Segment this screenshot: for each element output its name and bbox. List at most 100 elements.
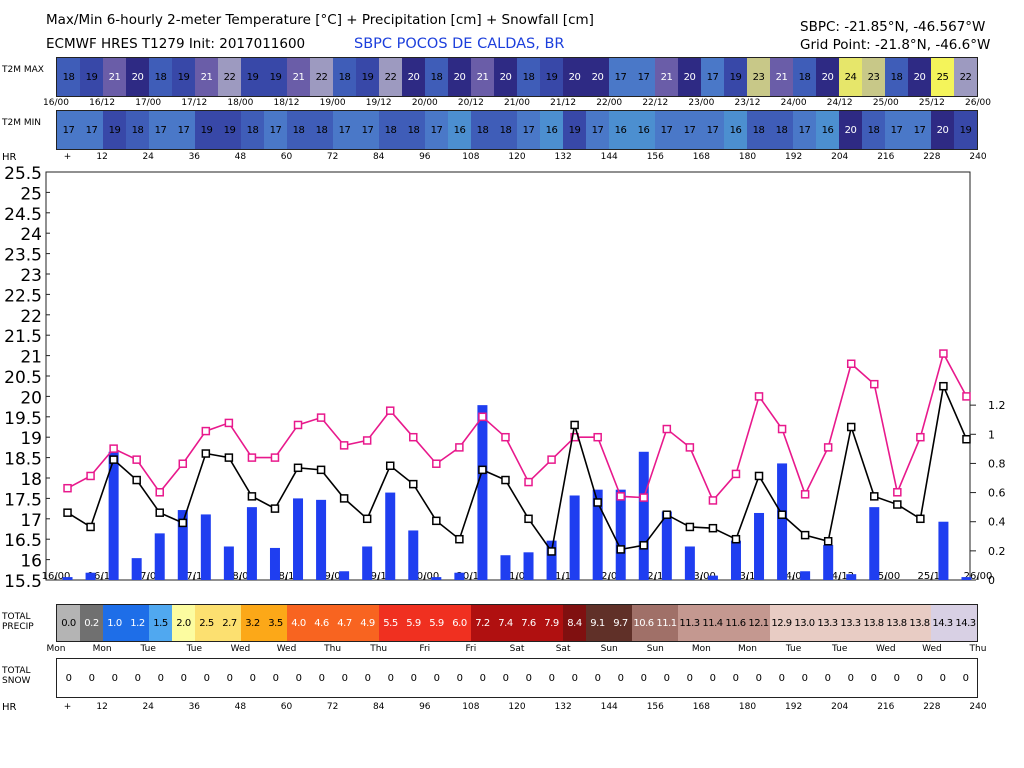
y-tick-label: 23 [20, 266, 42, 286]
min-temp-point [962, 434, 971, 444]
min-temp-point [547, 547, 556, 556]
min-temp-point [846, 422, 856, 432]
total-precip-cell: 14.3 [954, 605, 977, 641]
hour-row-bottom: +12 24 36 48 60 72 84 96 108 120 132 144 156 168 180 19… [0, 702, 1024, 714]
location-name: SBPC POCOS DE CALDAS, BR [354, 36, 565, 52]
max-temp-point [316, 413, 326, 422]
total-precip-cell: 5.9 [425, 605, 448, 641]
hour-tick-label: 108 [462, 152, 480, 162]
day-tick-label: Thu [969, 644, 987, 654]
t2m-min-cell: 17 [678, 111, 701, 149]
total-precip-cell: 13.8 [908, 605, 931, 641]
max-temp-point [86, 471, 95, 481]
t2m-min-cell: 16 [816, 111, 839, 149]
hour-tick-label: 84 [372, 152, 385, 162]
min-temp-point [385, 461, 395, 471]
x-tick-label: 23/12 [733, 571, 762, 582]
t2m-min-cell: 16 [540, 111, 563, 149]
t2m-max-cell: 20 [816, 58, 839, 96]
t2m-max-cell: 18 [333, 58, 356, 96]
date-tick-label: 22/00 [596, 98, 623, 108]
hour-tick-label: 180 [738, 152, 757, 162]
precip-bar [316, 499, 327, 580]
total-snow-cell: 0 [801, 672, 808, 684]
min-temp-point [409, 479, 418, 489]
precip-bar [200, 514, 211, 580]
y-tick-label: 16.5 [4, 531, 42, 551]
total-snow-cell: 0 [893, 672, 900, 684]
y-tick-label: 17.5 [4, 490, 42, 510]
hour-tick-label: 228 [923, 702, 941, 712]
day-tick-label: Sun [600, 644, 618, 654]
t2m-min-cell: 17 [356, 111, 379, 149]
t2m-min-cell: 18 [126, 111, 149, 149]
day-tick-label: Sat [509, 644, 525, 654]
t2m-max-cell: 20 [678, 58, 701, 96]
x-tick-label: 21/00 [503, 571, 532, 582]
t2m-max-cell: 18 [425, 58, 448, 96]
total-precip-cell: 13.0 [793, 605, 816, 641]
total-precip-cell: 4.7 [333, 605, 356, 641]
date-tick-label: 17/00 [135, 98, 162, 108]
hour-tick-label: 96 [419, 702, 431, 712]
total-snow-cell: 0 [732, 672, 739, 684]
t2m-min-cell: 18 [310, 111, 333, 149]
total-precip-strip: 0.0 0.2 1.0 1.2 1.5 2.0 2.5 2.7 3.2 3.5 4.0 4.6 4.7 4… [56, 604, 978, 642]
y-tick-label: 21 [20, 348, 42, 368]
precip-bar [269, 547, 280, 580]
t2m-max-cell: 22 [379, 58, 402, 96]
t2m-max-cell: 21 [770, 58, 793, 96]
max-temp-point [385, 406, 395, 415]
max-temp-point [870, 379, 879, 389]
hour-plus-label: + [63, 702, 72, 712]
temperature-precip-chart: 15.51616.51717.51818.51919.52020.52121.5… [4, 164, 1006, 590]
total-precip-cell: 7.4 [494, 605, 517, 641]
total-snow-cell: 0 [663, 672, 670, 684]
day-tick-label: Wed [922, 644, 942, 654]
t2m-max-cell: 18 [149, 58, 172, 96]
hour-plus-label: + [63, 152, 72, 162]
total-snow-cell: 0 [157, 672, 164, 684]
total-snow-cell: 0 [870, 672, 877, 684]
t2m-min-cell: 17 [908, 111, 931, 149]
total-snow-cell: 0 [88, 672, 95, 684]
t2m-min-cell: 18 [770, 111, 793, 149]
t2m-min-cell: 19 [195, 111, 218, 149]
t2m-max-cell: 18 [57, 58, 80, 96]
t2m-min-cell: 16 [632, 111, 655, 149]
x-tick-label: 16/12 [88, 571, 117, 582]
min-temp-point [293, 463, 303, 473]
hour-tick-label: 240 [969, 702, 987, 712]
precip-bar [846, 574, 857, 580]
min-temp-point [685, 522, 695, 532]
max-temp-point [224, 418, 234, 428]
t2m-max-cell: 20 [908, 58, 931, 96]
date-tick-label: 20/00 [411, 98, 438, 108]
day-tick-label: Tue [186, 644, 202, 654]
day-tick-label: Wed [875, 644, 896, 654]
max-temp-point [731, 469, 741, 479]
max-temp-point [478, 412, 487, 422]
y-tick-label: 22 [20, 307, 42, 327]
chart-title: Max/Min 6-hourly 2-meter Temperature [°C… [46, 12, 594, 28]
date-tick-label: 17/12 [181, 98, 208, 108]
total-precip-cell: 14.3 [931, 605, 954, 641]
day-tick-label: Tue [785, 644, 802, 654]
precip-bar [154, 533, 165, 580]
y2-tick-label: 1.2 [988, 399, 1006, 412]
y-tick-label: 18.5 [4, 450, 42, 470]
precip-bar [500, 555, 511, 580]
t2m-max-cell: 20 [563, 58, 586, 96]
min-temp-point [362, 514, 372, 524]
max-temp-point [155, 488, 164, 497]
max-temp-point [362, 436, 372, 445]
total-precip-cell: 7.9 [540, 605, 563, 641]
station-coords: SBPC: -21.85°N, -46.567°W [800, 19, 986, 35]
hour-tick-label: 108 [462, 702, 480, 712]
precip-bar [223, 546, 234, 580]
hour-tick-label: 24 [142, 702, 154, 712]
x-tick-label: 22/12 [641, 571, 670, 582]
total-precip-cell: 5.5 [379, 605, 402, 641]
precip-bar [777, 463, 788, 580]
min-temp-point [178, 518, 188, 528]
